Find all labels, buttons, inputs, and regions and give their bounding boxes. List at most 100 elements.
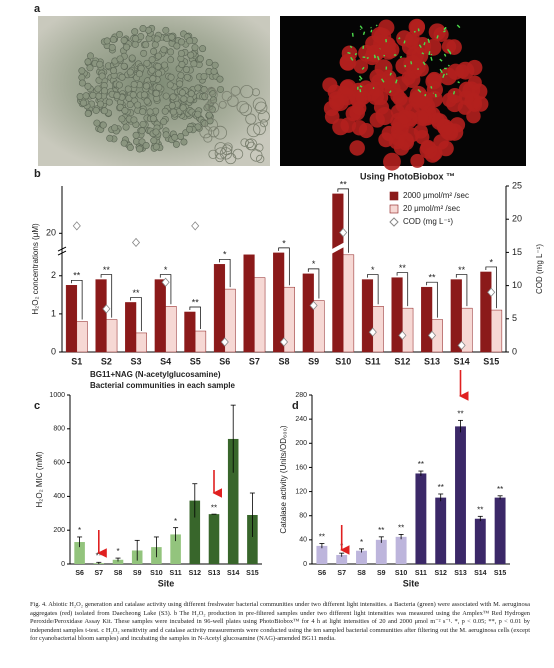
cell (339, 55, 356, 71)
cell (76, 93, 84, 101)
x-tick-label: S3 (130, 356, 141, 366)
significance-label: * (164, 265, 168, 275)
cell (378, 36, 395, 53)
cell (160, 46, 168, 54)
legend-label: 20 μmol/m² /sec (403, 204, 460, 213)
cell (100, 87, 108, 95)
cell (110, 67, 118, 75)
bacterium (389, 90, 392, 94)
bacterium (359, 78, 362, 81)
cell (132, 35, 140, 43)
cell (349, 140, 365, 156)
y-tick-label: 0 (303, 561, 307, 568)
cell (208, 149, 218, 159)
bacterium (370, 29, 373, 33)
cell (353, 59, 369, 74)
y2-tick-label: 10 (512, 280, 522, 290)
cell (162, 92, 170, 100)
bar (65, 285, 78, 353)
significance-label: ** (340, 179, 348, 189)
bacterium (351, 32, 354, 37)
panel-label: c (34, 400, 40, 412)
bacterium (358, 75, 363, 80)
cell (131, 40, 139, 48)
cell (446, 39, 462, 55)
y-tick-label: 80 (299, 513, 307, 520)
marker (339, 227, 348, 238)
significance-label: ** (438, 483, 444, 492)
legend-swatch (389, 191, 399, 201)
cell (120, 139, 128, 147)
bacterium (373, 54, 376, 59)
x-tick-label: S8 (278, 356, 289, 366)
bacterium (447, 48, 451, 54)
cell (383, 152, 401, 171)
significance-bracket (337, 188, 349, 253)
significance-label: ** (458, 265, 466, 275)
marker (102, 304, 111, 314)
significance-label: * (360, 538, 363, 547)
cell (171, 133, 179, 141)
cell (126, 144, 134, 152)
cell (466, 59, 483, 76)
y-tick-label: 400 (53, 493, 65, 500)
cell (116, 103, 124, 111)
cell (84, 110, 92, 118)
cell (78, 67, 86, 75)
cell (205, 111, 213, 119)
chart-title: Using PhotoBiobox ™ (360, 171, 455, 181)
cell (124, 85, 132, 93)
legend-label: 2000 μmol/m² /sec (403, 191, 469, 200)
bar-break (329, 242, 347, 254)
cell (118, 115, 126, 123)
cell (183, 73, 191, 81)
bar (395, 536, 407, 564)
bacterium (359, 25, 363, 30)
cell (206, 86, 216, 96)
bar (213, 264, 226, 353)
cell (167, 73, 175, 81)
cell (187, 90, 195, 98)
bacterium (430, 56, 433, 61)
cell (116, 55, 124, 63)
significance-label: ** (378, 526, 384, 535)
cell (123, 43, 131, 51)
bar (402, 307, 414, 353)
bacterium (380, 78, 385, 83)
marker (368, 327, 377, 337)
significance-label: ** (211, 503, 217, 512)
cell (128, 54, 136, 62)
cell (255, 101, 268, 114)
y-tick-label: 0 (51, 346, 56, 356)
cell (134, 101, 142, 109)
bar (243, 254, 255, 353)
x-tick-label: S6 (318, 570, 327, 577)
cell (208, 126, 220, 138)
cell (149, 75, 157, 83)
cell (155, 83, 163, 91)
bacterium (366, 56, 369, 59)
y-tick-label: 200 (295, 440, 307, 447)
cell (439, 67, 457, 86)
cell (180, 138, 188, 146)
cell (82, 92, 90, 100)
x-tick-label: S14 (454, 356, 470, 366)
cell (135, 70, 143, 78)
cell (185, 125, 193, 133)
cell (136, 145, 144, 153)
y-tick-label: 40 (299, 537, 307, 544)
x-tick-label: S2 (101, 356, 112, 366)
cell (162, 26, 170, 34)
cell (84, 58, 92, 66)
bacterium (349, 45, 353, 49)
cell (132, 131, 140, 139)
cell (204, 118, 218, 132)
significance-label: ** (497, 485, 503, 494)
x-tick-label: S12 (434, 570, 447, 577)
cell (200, 72, 208, 80)
cell (177, 132, 185, 140)
cell (367, 88, 385, 106)
cell (167, 48, 175, 56)
bacterium (439, 58, 443, 62)
significance-bracket (71, 279, 83, 320)
